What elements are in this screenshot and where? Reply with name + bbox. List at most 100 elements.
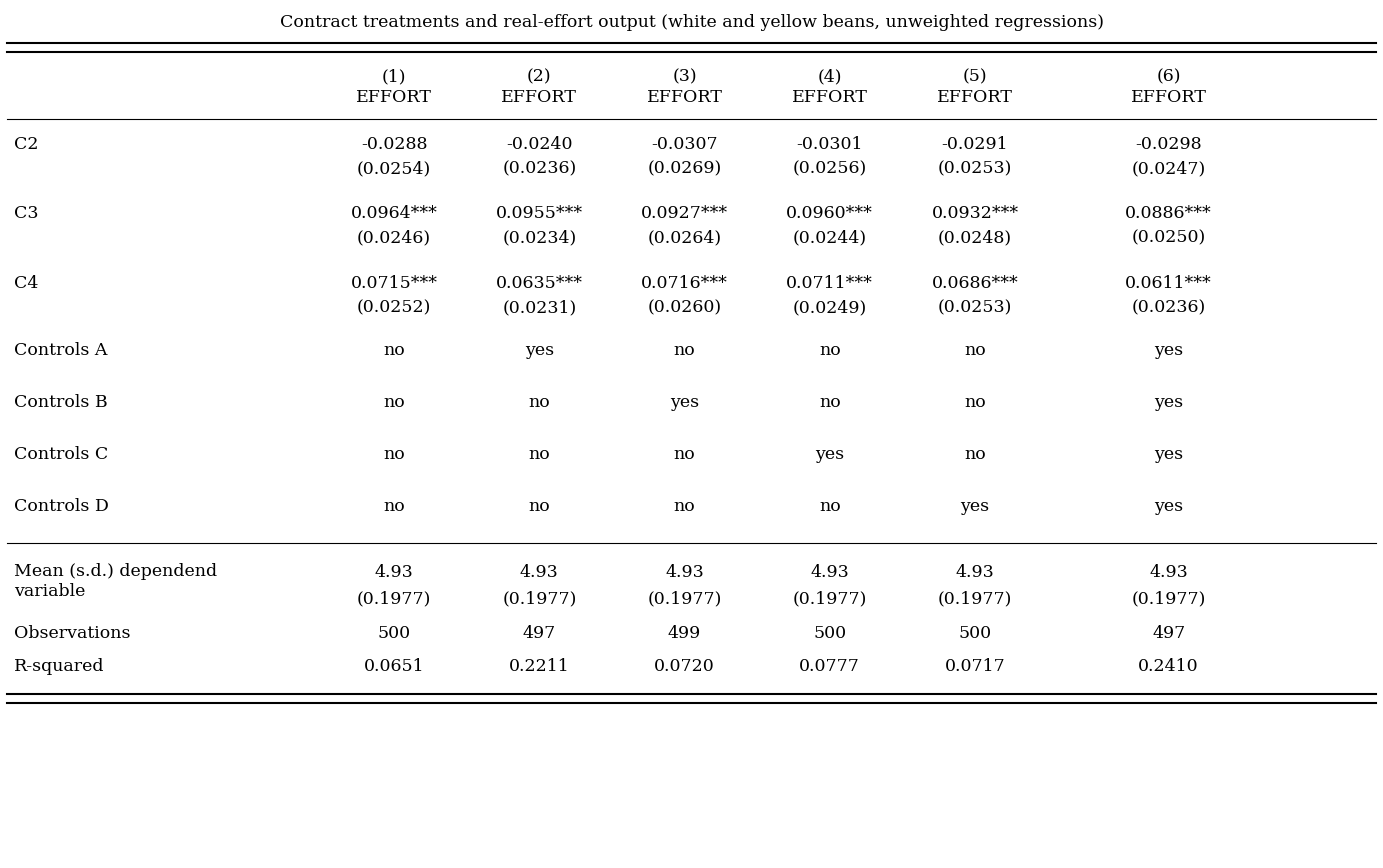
Text: Controls C: Controls C	[14, 446, 108, 464]
Text: -0.0291: -0.0291	[942, 136, 1008, 154]
Text: no: no	[383, 498, 405, 516]
Text: (0.0236): (0.0236)	[502, 161, 577, 178]
Text: no: no	[528, 394, 550, 411]
Text: 0.0720: 0.0720	[654, 658, 715, 675]
Text: 0.0932***: 0.0932***	[932, 205, 1018, 222]
Text: EFFORT: EFFORT	[502, 89, 577, 106]
Text: 4.93: 4.93	[520, 564, 559, 582]
Text: (0.1977): (0.1977)	[502, 590, 577, 608]
Text: yes: yes	[1153, 446, 1184, 464]
Text: (0.1977): (0.1977)	[938, 590, 1012, 608]
Text: Controls D: Controls D	[14, 498, 109, 516]
Text: EFFORT: EFFORT	[647, 89, 722, 106]
Text: -0.0307: -0.0307	[651, 136, 718, 154]
Text: yes: yes	[524, 342, 555, 359]
Text: no: no	[964, 446, 986, 464]
Text: EFFORT: EFFORT	[792, 89, 867, 106]
Text: (4): (4)	[817, 68, 842, 85]
Text: 0.0635***: 0.0635***	[496, 275, 582, 293]
Text: 500: 500	[378, 625, 411, 642]
Text: (0.0250): (0.0250)	[1131, 229, 1206, 247]
Text: no: no	[819, 394, 841, 411]
Text: (0.0264): (0.0264)	[647, 229, 722, 247]
Text: 0.0716***: 0.0716***	[642, 275, 727, 293]
Text: no: no	[819, 342, 841, 359]
Text: no: no	[819, 498, 841, 516]
Text: 0.0886***: 0.0886***	[1126, 205, 1212, 222]
Text: 0.0686***: 0.0686***	[932, 275, 1018, 293]
Text: R-squared: R-squared	[14, 658, 104, 675]
Text: 4.93: 4.93	[956, 564, 994, 582]
Text: 0.2410: 0.2410	[1138, 658, 1199, 675]
Text: 0.0955***: 0.0955***	[496, 205, 582, 222]
Text: 4.93: 4.93	[375, 564, 414, 582]
Text: EFFORT: EFFORT	[938, 89, 1012, 106]
Text: C3: C3	[14, 205, 39, 222]
Text: (0.0253): (0.0253)	[938, 299, 1012, 317]
Text: (2): (2)	[527, 68, 552, 85]
Text: (0.1977): (0.1977)	[647, 590, 722, 608]
Text: (0.0236): (0.0236)	[1131, 299, 1206, 317]
Text: yes: yes	[960, 498, 990, 516]
Text: -0.0240: -0.0240	[506, 136, 573, 154]
Text: 0.0711***: 0.0711***	[787, 275, 873, 293]
Text: (0.0256): (0.0256)	[792, 161, 867, 178]
Text: (0.0254): (0.0254)	[357, 161, 431, 178]
Text: 0.0960***: 0.0960***	[787, 205, 873, 222]
Text: (0.0244): (0.0244)	[792, 229, 867, 247]
Text: (0.1977): (0.1977)	[357, 590, 431, 608]
Text: 0.2211: 0.2211	[509, 658, 570, 675]
Text: C4: C4	[14, 275, 39, 293]
Text: 4.93: 4.93	[1149, 564, 1188, 582]
Text: 497: 497	[1152, 625, 1185, 642]
Text: (0.0246): (0.0246)	[357, 229, 431, 247]
Text: 500: 500	[958, 625, 992, 642]
Text: (0.1977): (0.1977)	[792, 590, 867, 608]
Text: 0.0964***: 0.0964***	[351, 205, 437, 222]
Text: (0.0231): (0.0231)	[502, 299, 577, 317]
Text: no: no	[383, 342, 405, 359]
Text: no: no	[528, 446, 550, 464]
Text: 0.0927***: 0.0927***	[642, 205, 727, 222]
Text: C2: C2	[14, 136, 39, 154]
Text: 4.93: 4.93	[665, 564, 704, 582]
Text: (1): (1)	[382, 68, 407, 85]
Text: (6): (6)	[1156, 68, 1181, 85]
Text: (0.0260): (0.0260)	[647, 299, 722, 317]
Text: 0.0777: 0.0777	[799, 658, 860, 675]
Text: yes: yes	[669, 394, 700, 411]
Text: Controls B: Controls B	[14, 394, 108, 411]
Text: EFFORT: EFFORT	[357, 89, 431, 106]
Text: no: no	[674, 498, 696, 516]
Text: (0.0247): (0.0247)	[1131, 161, 1206, 178]
Text: Mean (s.d.) dependend
variable: Mean (s.d.) dependend variable	[14, 563, 217, 600]
Text: no: no	[383, 394, 405, 411]
Text: (0.1977): (0.1977)	[1131, 590, 1206, 608]
Text: (0.0269): (0.0269)	[647, 161, 722, 178]
Text: (3): (3)	[672, 68, 697, 85]
Text: (0.0249): (0.0249)	[792, 299, 867, 317]
Text: -0.0288: -0.0288	[361, 136, 427, 154]
Text: no: no	[528, 498, 550, 516]
Text: Contract treatments and real-effort output (white and yellow beans, unweighted r: Contract treatments and real-effort outp…	[279, 14, 1104, 31]
Text: yes: yes	[815, 446, 845, 464]
Text: no: no	[674, 342, 696, 359]
Text: Controls A: Controls A	[14, 342, 108, 359]
Text: no: no	[964, 342, 986, 359]
Text: 4.93: 4.93	[810, 564, 849, 582]
Text: yes: yes	[1153, 394, 1184, 411]
Text: no: no	[674, 446, 696, 464]
Text: -0.0301: -0.0301	[797, 136, 863, 154]
Text: (0.0253): (0.0253)	[938, 161, 1012, 178]
Text: (0.0248): (0.0248)	[938, 229, 1012, 247]
Text: 0.0611***: 0.0611***	[1126, 275, 1212, 293]
Text: no: no	[964, 394, 986, 411]
Text: 0.0651: 0.0651	[364, 658, 425, 675]
Text: (5): (5)	[963, 68, 987, 85]
Text: no: no	[383, 446, 405, 464]
Text: 499: 499	[668, 625, 701, 642]
Text: 0.0715***: 0.0715***	[351, 275, 437, 293]
Text: Observations: Observations	[14, 625, 130, 642]
Text: 0.0717: 0.0717	[945, 658, 1005, 675]
Text: (0.0234): (0.0234)	[502, 229, 577, 247]
